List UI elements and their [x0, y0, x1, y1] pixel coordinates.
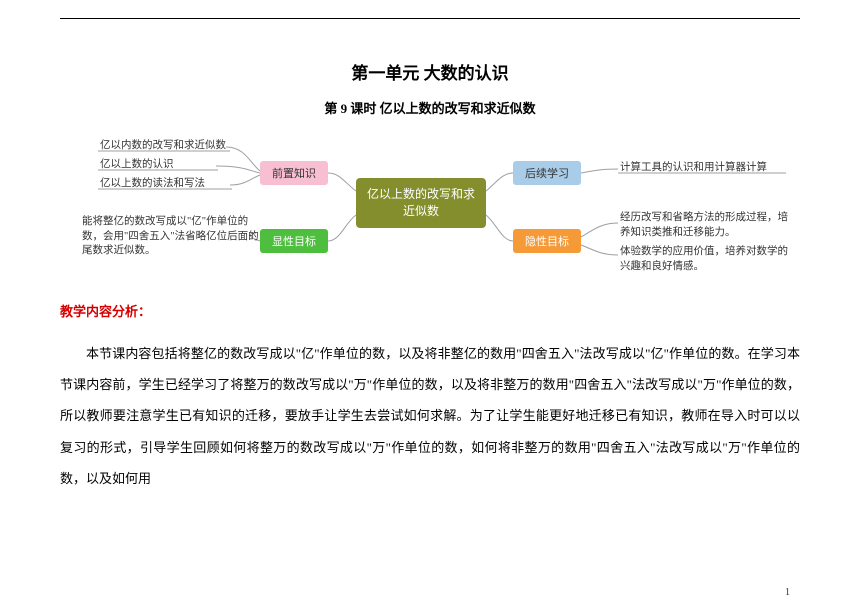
mindmap-node-followup: 后续学习: [513, 161, 581, 185]
mindmap-leaf-r2: 经历改写和省略方法的形成过程，培养知识类推和迁移能力。: [620, 211, 798, 240]
mindmap-leaf-r1: 计算工具的认识和用计算器计算: [620, 161, 767, 176]
mindmap-leaf-l3: 亿以上数的读法和写法: [100, 177, 205, 192]
section-header: 教学内容分析：: [60, 301, 800, 320]
mindmap-node-explicit-goal: 显性目标: [260, 229, 328, 253]
page-number: 1: [785, 587, 790, 598]
mindmap-diagram: 亿以上数的改写和求近似数 前置知识 显性目标 后续学习 隐性目标 亿以内数的改写…: [60, 133, 800, 285]
title-main: 第一单元 大数的认识: [60, 59, 800, 84]
mindmap-center-node: 亿以上数的改写和求近似数: [356, 178, 486, 228]
mindmap-leaf-l2: 亿以上数的认识: [100, 158, 174, 173]
document-page: 第一单元 大数的认识 第 9 课时 亿以上数的改写和求近似数: [0, 0, 860, 608]
mindmap-leaf-l1: 亿以内数的改写和求近似数: [100, 139, 226, 154]
mindmap-leaf-l4: 能将整亿的数改写成以"亿"作单位的数，会用"四舍五入"法省略亿位后面的尾数求近似…: [82, 215, 262, 259]
mindmap-node-prerequisites: 前置知识: [260, 161, 328, 185]
section-body: 本节课内容包括将整亿的数改写成以"亿"作单位的数，以及将非整亿的数用"四舍五入"…: [60, 338, 800, 494]
title-sub: 第 9 课时 亿以上数的改写和求近似数: [60, 98, 800, 117]
mindmap-leaf-r3: 体验数学的应用价值，培养对数学的兴趣和良好情感。: [620, 245, 798, 274]
mindmap-node-implicit-goal: 隐性目标: [513, 229, 581, 253]
top-rule: [60, 18, 800, 19]
